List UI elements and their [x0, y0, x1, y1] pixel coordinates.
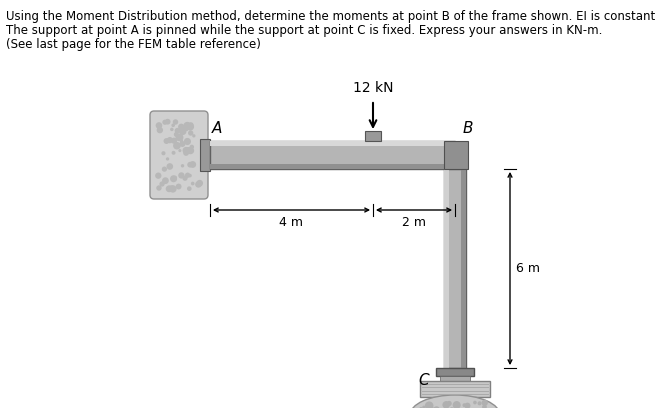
- Circle shape: [162, 120, 167, 125]
- Circle shape: [181, 164, 184, 168]
- Circle shape: [171, 124, 175, 127]
- Circle shape: [186, 149, 190, 153]
- Circle shape: [170, 128, 174, 131]
- Circle shape: [187, 162, 193, 168]
- Text: B: B: [463, 121, 474, 136]
- Circle shape: [172, 151, 176, 155]
- Circle shape: [447, 401, 452, 406]
- Circle shape: [180, 127, 184, 131]
- Text: 12 kN: 12 kN: [353, 81, 393, 95]
- Circle shape: [173, 142, 181, 149]
- Circle shape: [174, 128, 180, 133]
- Text: (See last page for the FEM table reference): (See last page for the FEM table referen…: [6, 38, 261, 51]
- Circle shape: [155, 173, 161, 179]
- Circle shape: [180, 139, 183, 142]
- Circle shape: [182, 147, 190, 154]
- Circle shape: [188, 122, 194, 128]
- Circle shape: [183, 122, 192, 130]
- Circle shape: [162, 166, 167, 172]
- Circle shape: [155, 122, 162, 129]
- Circle shape: [169, 185, 174, 190]
- Bar: [365, 131, 381, 141]
- Circle shape: [176, 184, 182, 189]
- Circle shape: [185, 147, 192, 153]
- Circle shape: [422, 406, 426, 408]
- Circle shape: [161, 151, 165, 155]
- Circle shape: [449, 407, 454, 408]
- Circle shape: [442, 401, 450, 408]
- Circle shape: [173, 119, 178, 125]
- Circle shape: [482, 405, 487, 408]
- Circle shape: [176, 133, 184, 141]
- Circle shape: [182, 175, 188, 181]
- Circle shape: [165, 119, 171, 124]
- Circle shape: [156, 185, 161, 191]
- Bar: [420, 381, 490, 397]
- Text: 2 m: 2 m: [402, 216, 426, 229]
- Text: Using the Moment Distribution method, determine the moments at point B of the fr: Using the Moment Distribution method, de…: [6, 10, 656, 23]
- Circle shape: [178, 172, 184, 179]
- Bar: [440, 376, 470, 381]
- Circle shape: [195, 181, 201, 188]
- Circle shape: [188, 174, 192, 177]
- Circle shape: [187, 147, 194, 154]
- Bar: [210, 164, 455, 169]
- Bar: [210, 141, 455, 169]
- Circle shape: [482, 399, 488, 406]
- Circle shape: [179, 127, 186, 135]
- Ellipse shape: [410, 395, 500, 408]
- Circle shape: [159, 181, 165, 186]
- Circle shape: [170, 175, 177, 182]
- Bar: [200, 139, 210, 171]
- Circle shape: [180, 141, 186, 147]
- Circle shape: [419, 407, 423, 408]
- Bar: [210, 141, 455, 146]
- Circle shape: [167, 137, 173, 143]
- Circle shape: [178, 149, 182, 152]
- Circle shape: [462, 403, 466, 407]
- Circle shape: [176, 136, 180, 140]
- Circle shape: [464, 403, 470, 408]
- Circle shape: [162, 177, 169, 184]
- Circle shape: [173, 176, 177, 180]
- Circle shape: [434, 406, 440, 408]
- Text: 6 m: 6 m: [516, 262, 540, 275]
- Circle shape: [473, 401, 477, 404]
- Text: C: C: [419, 373, 429, 388]
- Circle shape: [174, 132, 179, 137]
- Circle shape: [163, 138, 169, 144]
- Circle shape: [167, 163, 173, 170]
- Circle shape: [183, 150, 189, 156]
- Circle shape: [187, 186, 192, 191]
- Bar: [444, 169, 449, 368]
- Circle shape: [191, 182, 195, 185]
- Circle shape: [171, 137, 177, 144]
- Circle shape: [185, 127, 189, 131]
- Circle shape: [429, 404, 432, 407]
- Bar: [461, 169, 466, 368]
- Circle shape: [166, 185, 173, 192]
- Bar: [444, 169, 466, 368]
- FancyBboxPatch shape: [150, 111, 208, 199]
- Bar: [436, 368, 474, 376]
- Circle shape: [185, 173, 190, 178]
- Circle shape: [166, 157, 169, 161]
- Circle shape: [184, 138, 191, 145]
- Text: 4 m: 4 m: [279, 216, 303, 229]
- Circle shape: [157, 127, 163, 133]
- Circle shape: [453, 401, 461, 408]
- Circle shape: [178, 124, 184, 130]
- Circle shape: [192, 134, 195, 137]
- Circle shape: [196, 180, 203, 186]
- Circle shape: [190, 161, 196, 168]
- Circle shape: [186, 123, 194, 131]
- Bar: [444, 141, 468, 169]
- Text: The support at point A is pinned while the support at point C is fixed. Express : The support at point A is pinned while t…: [6, 24, 602, 37]
- Circle shape: [190, 145, 194, 149]
- Circle shape: [478, 401, 482, 406]
- Circle shape: [188, 130, 194, 136]
- Circle shape: [425, 401, 434, 408]
- Circle shape: [169, 185, 176, 193]
- Text: A: A: [212, 121, 222, 136]
